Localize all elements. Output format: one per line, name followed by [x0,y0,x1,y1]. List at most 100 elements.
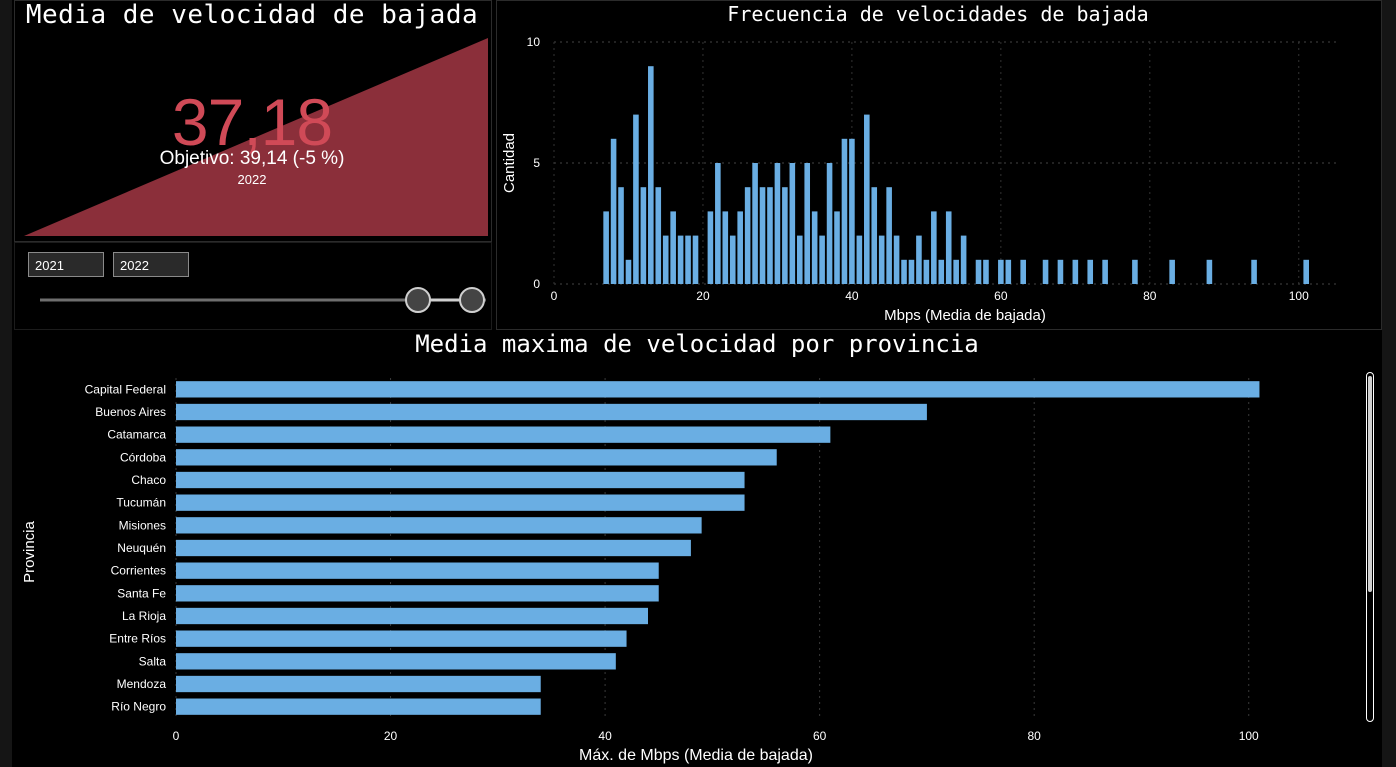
histogram-bar[interactable] [744,187,751,284]
year-filter-panel [14,242,492,330]
province-bar[interactable] [176,562,659,579]
year-end-input[interactable]: 2022 [113,252,189,277]
histogram-bar[interactable] [1206,259,1213,284]
histogram-bar[interactable] [677,235,684,284]
year-start-input[interactable]: 2021 [28,252,104,277]
chart-scrollbar[interactable] [1366,372,1374,722]
histogram-x-tick: 60 [994,289,1008,303]
histogram-bar[interactable] [864,114,870,284]
histogram-bar[interactable] [916,235,922,284]
province-bar[interactable] [176,517,702,534]
histogram-bar[interactable] [759,187,766,284]
histogram-bar[interactable] [618,187,624,284]
histogram-bar[interactable] [893,235,900,284]
histogram-bar[interactable] [1087,259,1094,284]
histogram-bar[interactable] [878,235,885,284]
slider-end-handle[interactable] [459,287,485,313]
province-bar[interactable] [176,471,745,489]
histogram-bar[interactable] [796,235,803,284]
histogram-bar[interactable] [886,187,892,284]
province-bar[interactable] [176,698,541,715]
histogram-bar[interactable] [819,235,825,284]
histogram-bar[interactable] [931,211,937,284]
histogram-bar[interactable] [983,259,989,284]
histogram-bar[interactable] [945,211,952,284]
chart-scrollbar-thumb[interactable] [1368,376,1372,592]
histogram-bar[interactable] [1057,259,1064,284]
histogram-bar[interactable] [1042,259,1049,284]
histogram-x-tick: 20 [696,289,710,303]
province-bar[interactable] [176,585,659,602]
bar-category-label: Santa Fe [117,586,166,600]
histogram-bar[interactable] [722,211,729,284]
histogram-bar[interactable] [998,259,1004,284]
histogram-bar[interactable] [826,163,833,284]
province-bar[interactable] [176,675,541,693]
histogram-bar[interactable] [1303,259,1310,284]
histogram-bar[interactable] [856,235,863,284]
histogram-bar[interactable] [1102,259,1108,284]
histogram-bar[interactable] [737,211,743,284]
kpi-year: 2022 [237,172,267,187]
province-bar[interactable] [176,426,831,443]
histogram-bar[interactable] [834,211,840,284]
bar-category-label: Mendoza [117,677,167,691]
histogram-bar[interactable] [789,163,796,284]
bar-category-label: Tucumán [116,496,166,510]
histogram-bar[interactable] [841,138,848,284]
histogram-bar[interactable] [938,259,945,284]
histogram-bar[interactable] [767,187,773,284]
histogram-bar[interactable] [633,114,639,284]
year-range-slider[interactable] [30,284,500,318]
bar-x-tick: 80 [1028,729,1042,743]
histogram-bar[interactable] [692,235,699,284]
bar-x-tick: 20 [384,729,398,743]
bar-x-tick: 0 [173,729,180,743]
bar-chart-title: Media maxima de velocidad por provincia [415,330,979,358]
province-bar[interactable] [176,381,1260,398]
histogram-bar[interactable] [625,259,632,284]
histogram-bar[interactable] [782,187,788,284]
histogram-bar[interactable] [603,211,609,284]
province-bar[interactable] [176,539,691,557]
histogram-bar[interactable] [923,259,930,284]
histogram-bar[interactable] [640,187,647,284]
province-bar[interactable] [176,607,648,625]
province-bar[interactable] [176,494,745,511]
histogram-bar[interactable] [1072,259,1079,284]
province-bar[interactable] [176,449,777,466]
histogram-bar[interactable] [908,259,915,284]
histogram-bar[interactable] [953,259,959,284]
histogram-bar[interactable] [729,235,736,284]
histogram-bar[interactable] [1251,259,1257,284]
histogram-bar[interactable] [901,259,907,284]
histogram-bar[interactable] [662,235,669,284]
histogram-bar[interactable] [610,138,617,284]
histogram-bar[interactable] [715,163,721,284]
histogram-y-tick: 5 [533,156,540,170]
histogram-bar[interactable] [960,235,967,284]
histogram-bar[interactable] [811,211,818,284]
histogram-bar[interactable] [752,163,758,284]
province-bar[interactable] [176,403,927,421]
bar-x-tick: 60 [813,729,827,743]
histogram-bar[interactable] [670,211,676,284]
histogram-bar[interactable] [1020,259,1026,284]
province-bar[interactable] [176,653,616,670]
histogram-bar[interactable] [685,235,691,284]
slider-start-handle[interactable] [405,287,431,313]
histogram-bar[interactable] [707,211,714,284]
histogram-bar[interactable] [774,163,781,284]
histogram-bar[interactable] [655,187,662,284]
histogram-bar[interactable] [849,138,855,284]
histogram-bar[interactable] [804,163,811,284]
histogram-bar[interactable] [975,259,982,284]
histogram-bar[interactable] [1005,259,1012,284]
histogram-bar[interactable] [871,187,878,284]
histogram-bar[interactable] [648,66,654,284]
province-bar[interactable] [176,630,627,647]
histogram-x-tick: 40 [845,289,859,303]
histogram-bar[interactable] [1132,259,1138,284]
histogram-bar[interactable] [1169,259,1175,284]
kpi-triangle [24,38,488,236]
